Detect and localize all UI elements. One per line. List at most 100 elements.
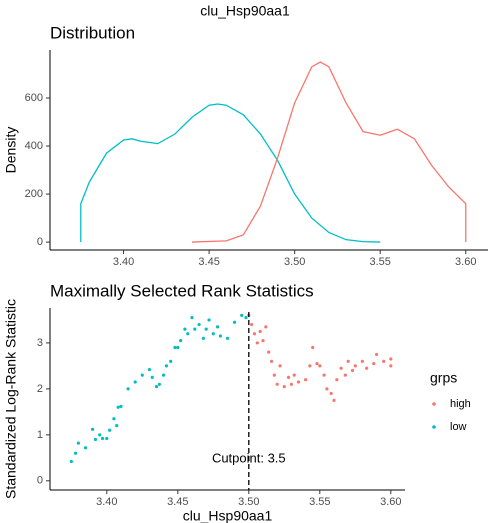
point	[162, 373, 166, 377]
y-tick-label: 600	[25, 92, 43, 104]
point	[382, 359, 386, 363]
point	[389, 357, 393, 361]
point	[325, 387, 329, 391]
point	[179, 339, 183, 343]
point	[73, 451, 78, 455]
point	[176, 345, 180, 350]
point	[83, 446, 88, 450]
point	[322, 373, 326, 377]
point	[69, 459, 73, 464]
point	[304, 378, 308, 382]
y-axis-label: Density	[3, 127, 19, 174]
point	[343, 373, 347, 377]
point	[116, 405, 120, 409]
point	[133, 380, 137, 384]
density-line	[191, 61, 467, 243]
y-tick-label: 0	[37, 236, 43, 248]
point	[353, 364, 357, 368]
point	[296, 380, 301, 384]
point	[126, 387, 130, 391]
y-tick-label: 400	[25, 140, 43, 152]
point	[346, 359, 350, 363]
point	[218, 334, 222, 338]
y-tick-label: 1	[37, 429, 43, 441]
legend-title: grps	[430, 370, 457, 386]
x-tick-label: 3.50	[238, 496, 259, 508]
panel-title: Distribution	[50, 23, 135, 42]
point	[233, 320, 237, 324]
point	[105, 436, 109, 441]
legend-label: high	[450, 398, 471, 410]
point	[252, 332, 257, 336]
point	[269, 359, 274, 363]
point	[173, 345, 177, 350]
point	[211, 332, 215, 336]
point	[119, 404, 123, 408]
point	[289, 382, 293, 386]
legend-swatch	[432, 402, 436, 406]
point	[93, 437, 98, 442]
point	[190, 316, 194, 320]
point	[108, 428, 112, 432]
point	[339, 366, 343, 370]
point	[115, 424, 119, 428]
point	[240, 313, 244, 317]
point	[255, 341, 259, 345]
point	[308, 364, 312, 368]
x-tick-label: 3.60	[455, 256, 476, 268]
point	[278, 364, 282, 368]
point	[197, 322, 201, 327]
point	[275, 382, 279, 386]
y-tick-label: 0	[37, 475, 43, 487]
point	[372, 362, 376, 366]
point	[147, 367, 151, 372]
point	[261, 339, 265, 343]
point	[315, 362, 319, 366]
point	[164, 364, 169, 368]
y-tick-label: 200	[25, 188, 43, 200]
point	[91, 427, 95, 431]
point	[292, 373, 296, 377]
point	[311, 345, 315, 350]
point	[140, 373, 144, 377]
point	[98, 433, 102, 437]
x-tick-label: 3.40	[113, 256, 134, 268]
point	[244, 316, 248, 320]
point	[389, 364, 393, 368]
point	[157, 382, 161, 386]
annotation: Cutpoint: 3.5	[212, 450, 286, 465]
point	[286, 375, 291, 379]
point	[193, 327, 197, 331]
legend-label: low	[450, 421, 467, 433]
x-tick-label: 3.50	[284, 256, 305, 268]
point	[186, 332, 190, 336]
point	[183, 327, 187, 331]
x-axis-label: clu_Hsp90aa1	[183, 508, 273, 523]
point	[329, 391, 333, 396]
point	[365, 366, 369, 370]
point	[215, 325, 220, 329]
point	[207, 318, 211, 322]
legend-swatch	[432, 425, 436, 429]
point	[150, 375, 154, 379]
point	[332, 398, 336, 402]
panel-title: Maximally Selected Rank Statistics	[50, 281, 314, 300]
point	[282, 384, 286, 389]
point	[318, 364, 322, 368]
point	[375, 352, 379, 357]
point	[360, 359, 364, 363]
point	[201, 336, 205, 340]
point	[100, 436, 105, 441]
y-axis-label: Standardized Log-Rank Statistic	[3, 299, 19, 499]
x-tick-label: 3.45	[167, 496, 188, 508]
point	[204, 327, 208, 331]
x-tick-label: 3.60	[380, 496, 401, 508]
point	[250, 322, 254, 327]
point	[272, 373, 276, 377]
figure-title: clu_Hsp90aa1	[200, 3, 290, 19]
point	[154, 384, 159, 389]
point	[264, 325, 268, 329]
point	[267, 350, 271, 354]
point	[350, 368, 355, 373]
